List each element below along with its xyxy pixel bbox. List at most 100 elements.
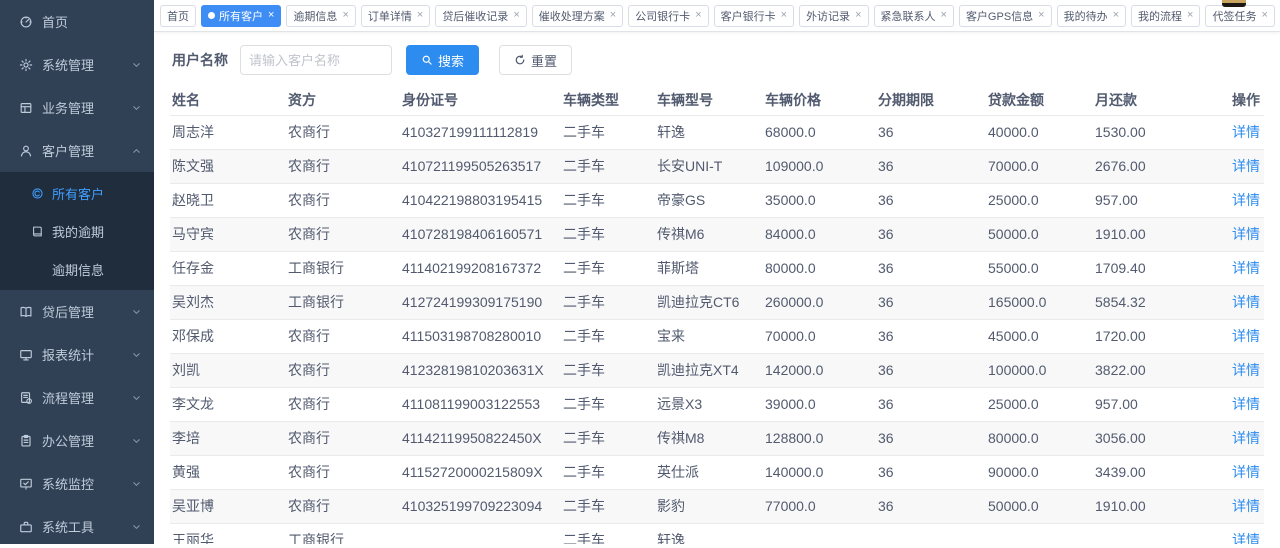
cell: 100000.0 (986, 353, 1093, 387)
cell-actions: 详情 (1200, 489, 1264, 523)
column-header: 月还款 (1093, 85, 1200, 115)
sidebar-item[interactable]: 业务管理 (0, 86, 154, 129)
sidebar-item-label: 业务管理 (42, 98, 94, 117)
close-icon[interactable]: × (268, 10, 274, 21)
close-icon[interactable]: × (610, 10, 616, 21)
tab[interactable]: 公司银行卡× (628, 5, 708, 27)
cell-actions: 详情 (1200, 285, 1264, 319)
tab[interactable]: 客户银行卡× (714, 5, 794, 27)
customer-name-input[interactable] (240, 45, 392, 75)
sidebar: 首页系统管理业务管理客户管理所有客户我的逾期逾期信息贷后管理报表统计流程管理办公… (0, 0, 154, 544)
detail-link[interactable]: 详情 (1232, 396, 1260, 412)
cell: 传祺M6 (655, 217, 763, 251)
cell: 109000.0 (763, 149, 876, 183)
detail-link[interactable]: 详情 (1232, 532, 1260, 544)
tab[interactable]: 贷后催收记录 × (435, 5, 526, 27)
close-icon[interactable]: × (1113, 10, 1119, 21)
cell: 39000.0 (763, 387, 876, 421)
tab-label: 订单详情 (368, 8, 412, 24)
sidebar-item[interactable]: 系统监控 (0, 462, 154, 505)
cell: 传祺M8 (655, 421, 763, 455)
tab[interactable]: 我的待办× (1057, 5, 1126, 27)
close-icon[interactable]: × (781, 10, 787, 21)
tab-label: 催收处理方案 (539, 8, 605, 24)
cell: 凯迪拉克XT4 (655, 353, 763, 387)
detail-link[interactable]: 详情 (1232, 124, 1260, 140)
cell-actions: 详情 (1200, 251, 1264, 285)
cell: 1720.00 (1093, 319, 1200, 353)
detail-link[interactable]: 详情 (1232, 294, 1260, 310)
monitor-icon (18, 347, 33, 362)
reset-button[interactable]: 重置 (499, 45, 572, 75)
close-icon[interactable]: × (695, 10, 701, 21)
close-icon[interactable]: × (1261, 10, 1267, 21)
close-icon[interactable]: × (1038, 10, 1044, 21)
sidebar-item[interactable]: 系统工具 (0, 505, 154, 548)
cell: 36 (876, 183, 986, 217)
sidebar-subitem[interactable]: 我的逾期 (0, 212, 154, 250)
cell: 70000.0 (763, 319, 876, 353)
sidebar-item[interactable]: 报表统计 (0, 333, 154, 376)
tab-bar: 首页所有客户×逾期信息×订单详情×贷后催收记录×催收处理方案×公司银行卡×客户银… (154, 0, 1280, 32)
cell: 36 (876, 421, 986, 455)
detail-link[interactable]: 详情 (1232, 362, 1260, 378)
sidebar-item[interactable]: 客户管理 (0, 129, 154, 172)
tab[interactable]: 逾期信息× (286, 5, 355, 27)
cell: 55000.0 (986, 251, 1093, 285)
sidebar-item[interactable]: 贷后管理 (0, 290, 154, 333)
tab[interactable]: 首页 (160, 5, 196, 27)
close-icon[interactable]: × (941, 10, 947, 21)
column-header: 身份证号 (400, 85, 561, 115)
cell: 远景X3 (655, 387, 763, 421)
tab[interactable]: 所有客户× (201, 5, 281, 27)
close-icon[interactable]: × (513, 10, 519, 21)
sidebar-subitem[interactable]: 逾期信息 (0, 250, 154, 288)
cell: 王丽华 (170, 523, 286, 544)
sidebar-item[interactable]: 流程管理 (0, 376, 154, 419)
cell: 36 (876, 387, 986, 421)
cell: 50000.0 (986, 489, 1093, 523)
cell-actions: 详情 (1200, 217, 1264, 251)
detail-link[interactable]: 详情 (1232, 226, 1260, 242)
tab[interactable]: 代签任务× (1205, 5, 1274, 27)
detail-link[interactable]: 详情 (1232, 328, 1260, 344)
close-icon[interactable]: × (342, 10, 348, 21)
tab[interactable]: 客户GPS信息 × (959, 5, 1052, 27)
close-icon[interactable]: × (1187, 10, 1193, 21)
close-icon[interactable]: × (417, 10, 423, 21)
cell: 农商行 (286, 115, 400, 149)
tab[interactable]: 外访记录× (799, 5, 868, 27)
tab-label: 客户GPS信息 (966, 8, 1033, 24)
detail-link[interactable]: 详情 (1232, 260, 1260, 276)
detail-link[interactable]: 详情 (1232, 158, 1260, 174)
close-icon[interactable]: × (855, 10, 861, 21)
cell: 36 (876, 217, 986, 251)
detail-link[interactable]: 详情 (1232, 192, 1260, 208)
cell: 陈文强 (170, 149, 286, 183)
monitor-check-icon (18, 476, 33, 491)
cell-actions: 详情 (1200, 455, 1264, 489)
detail-link[interactable]: 详情 (1232, 464, 1260, 480)
cell: 36 (876, 285, 986, 319)
detail-link[interactable]: 详情 (1232, 498, 1260, 514)
detail-link[interactable]: 详情 (1232, 430, 1260, 446)
cell: 农商行 (286, 455, 400, 489)
tab-label: 贷后催收记录 (442, 8, 508, 24)
cell: 宝来 (655, 319, 763, 353)
cell: 41232819810203631X (400, 353, 561, 387)
sidebar-item[interactable]: 办公管理 (0, 419, 154, 462)
cell: 黄强 (170, 455, 286, 489)
sidebar-item[interactable]: 首页 (0, 0, 154, 43)
cell: 35000.0 (763, 183, 876, 217)
tab[interactable]: 紧急联系人× (874, 5, 954, 27)
sidebar-subitem[interactable]: 所有客户 (0, 174, 154, 212)
tab[interactable]: 催收处理方案 × (532, 5, 623, 27)
cell: 农商行 (286, 489, 400, 523)
search-button[interactable]: 搜索 (406, 45, 479, 75)
tab[interactable]: 我的流程× (1131, 5, 1200, 27)
sidebar-item[interactable]: 系统管理 (0, 43, 154, 86)
process-icon (18, 390, 33, 405)
tab[interactable]: 订单详情 × (361, 5, 430, 27)
